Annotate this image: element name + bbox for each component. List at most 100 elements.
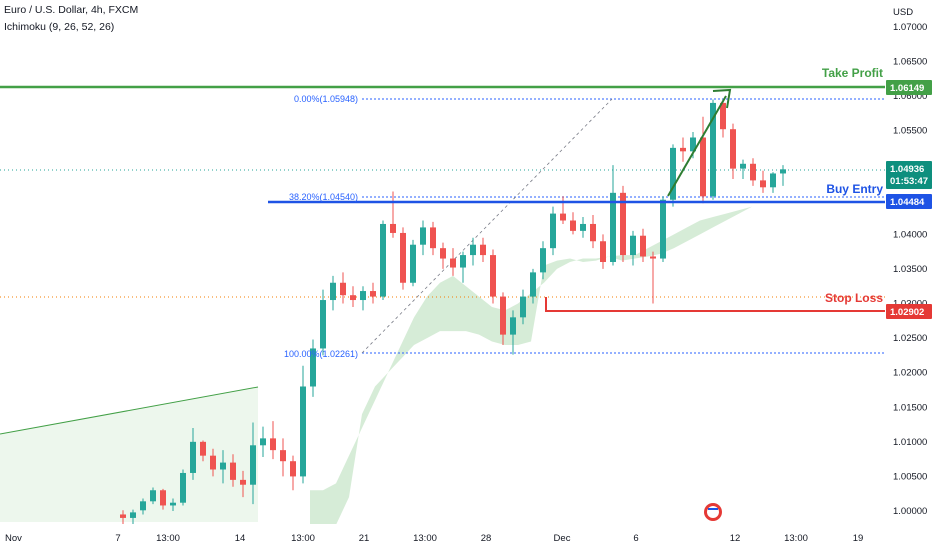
candle <box>510 310 516 355</box>
current-price-tag-text: 01:53:47 <box>890 176 928 187</box>
candle <box>770 172 776 193</box>
price-tick-label: 1.04000 <box>893 229 927 240</box>
candle <box>160 488 166 510</box>
candle <box>410 239 416 287</box>
candle <box>270 421 276 460</box>
candle <box>700 116 706 204</box>
time-tick-label: 21 <box>359 533 370 544</box>
time-tick-label: Nov <box>5 533 22 544</box>
us-flag-icon-inner <box>707 506 719 518</box>
candle <box>560 196 566 224</box>
time-tick-label: 14 <box>235 533 246 544</box>
candle <box>630 230 636 266</box>
candle-body <box>360 291 366 301</box>
time-tick-label: 13:00 <box>291 533 315 544</box>
stop-loss-line <box>545 297 885 312</box>
price-tick-label: 1.06000 <box>893 91 927 102</box>
candle <box>550 206 556 256</box>
candle <box>740 159 746 179</box>
candle <box>750 158 756 186</box>
candle-body <box>440 248 446 259</box>
candle-body <box>210 455 216 470</box>
candle-body <box>200 441 206 456</box>
candle <box>330 275 336 311</box>
candle-body <box>220 462 226 470</box>
candle-body <box>550 213 556 249</box>
candle <box>710 99 716 200</box>
candle-body <box>660 199 666 259</box>
ichimoku-cloud <box>310 199 765 532</box>
candle-body <box>320 300 326 349</box>
candle <box>190 428 196 480</box>
candle <box>780 165 786 186</box>
annotations: Take Profit Buy Entry Stop Loss 0.00%(1.059… <box>0 66 885 359</box>
indicator-title[interactable]: Ichimoku (9, 26, 52, 26) <box>4 21 115 33</box>
price-tick-label: 1.05500 <box>893 126 927 137</box>
candle-body <box>340 282 346 296</box>
buy-entry-tag-bg <box>886 194 932 209</box>
candle <box>590 214 596 249</box>
time-tick-label: 28 <box>481 533 492 544</box>
candle-body <box>250 445 256 485</box>
fib-mid-label: 38.20%(1.04540) <box>289 192 358 202</box>
symbol-title[interactable]: Euro / U.S. Dollar, 4h, FXCM <box>4 4 139 16</box>
fib-top-label: 0.00%(1.05948) <box>294 94 358 104</box>
price-tick-label: 1.03500 <box>893 264 927 275</box>
current-price-tag-text: 1.04936 <box>890 164 924 175</box>
candle <box>490 249 496 304</box>
candle <box>290 455 296 491</box>
candle <box>340 272 346 304</box>
target-arrow-head <box>712 88 732 109</box>
candle <box>580 217 586 238</box>
candle-body <box>650 256 656 259</box>
candle-body <box>350 295 356 301</box>
time-tick-label: 13:00 <box>784 533 808 544</box>
price-tick-label: 1.00500 <box>893 471 927 482</box>
candle <box>670 144 676 207</box>
candle <box>200 440 206 462</box>
candle-body <box>230 462 236 480</box>
candle-body <box>760 180 766 188</box>
time-axis-bg <box>0 524 886 550</box>
candle-body <box>140 501 146 511</box>
candle <box>310 339 316 397</box>
candle-body <box>290 461 296 477</box>
candle-body <box>130 512 136 518</box>
time-tick-label: Dec <box>554 533 571 544</box>
buy-entry-label: Buy Entry <box>826 182 883 196</box>
candle-body <box>780 169 786 174</box>
candle <box>250 422 256 505</box>
candles[interactable] <box>120 99 786 527</box>
candle <box>390 191 396 238</box>
candle-body <box>510 317 516 335</box>
time-tick-label: 7 <box>115 533 120 544</box>
candle-body <box>720 102 726 130</box>
candle <box>730 123 736 179</box>
candle-body <box>590 223 596 242</box>
candle-body <box>580 223 586 231</box>
candle-body <box>180 472 186 503</box>
candle <box>570 212 576 235</box>
price-tick-label: 1.02500 <box>893 333 927 344</box>
fib-diagonal <box>361 98 613 354</box>
candle <box>320 289 326 356</box>
candle-body <box>560 213 566 221</box>
buy-entry-tag: 1.04484 <box>886 194 932 209</box>
candle-body <box>750 163 756 181</box>
price-tick-label: 1.01000 <box>893 437 927 448</box>
trendline <box>0 386 259 435</box>
time-tick-label: 13:00 <box>413 533 437 544</box>
candle-body <box>490 255 496 297</box>
candle <box>170 498 176 511</box>
candle-body <box>380 223 386 297</box>
stop-loss-tag: 1.02902 <box>886 304 932 319</box>
candle-body <box>700 137 706 197</box>
candle <box>380 220 386 301</box>
candle-body <box>710 102 716 197</box>
candle <box>400 227 406 290</box>
candle <box>720 100 726 138</box>
candle-body <box>400 232 406 283</box>
